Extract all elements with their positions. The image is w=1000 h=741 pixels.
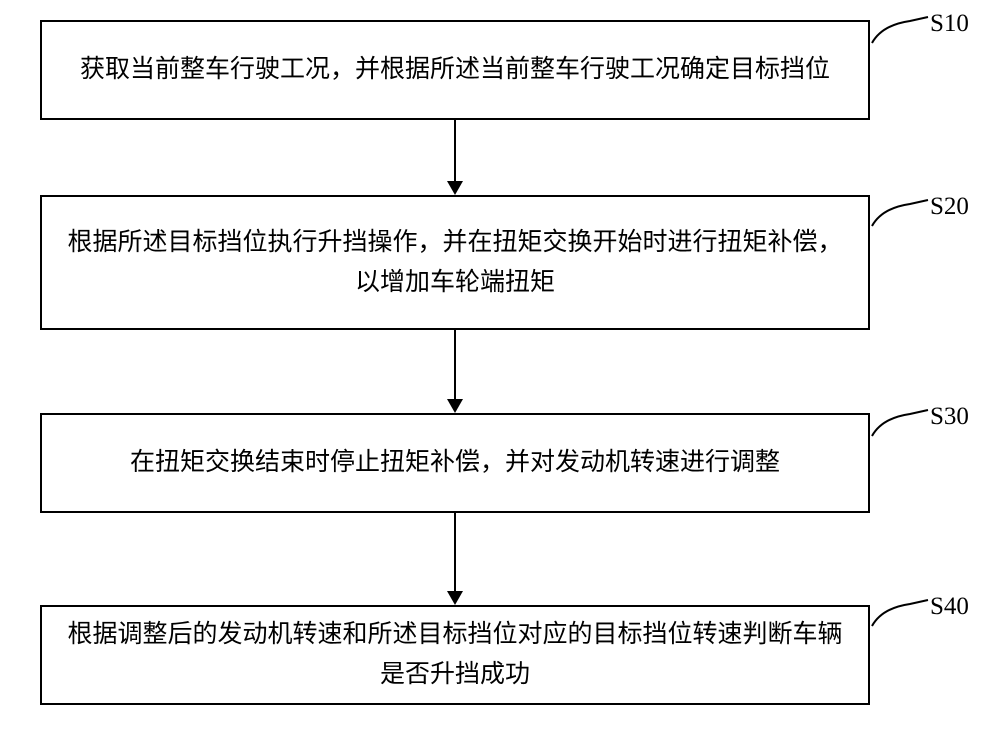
step-label-s30: S30	[930, 403, 969, 431]
arrow-head-2	[447, 399, 463, 413]
step-text-s30: 在扭矩交换结束时停止扭矩补偿，并对发动机转速进行调整	[130, 443, 780, 483]
flowchart-container: 获取当前整车行驶工况，并根据所述当前整车行驶工况确定目标挡位 S10 根据所述目…	[0, 0, 1000, 741]
step-text-s40: 根据调整后的发动机转速和所述目标挡位对应的目标挡位转速判断车辆是否升挡成功	[62, 615, 848, 695]
arrow-line-1	[454, 120, 456, 181]
bracket-s10	[870, 15, 930, 45]
bracket-s40	[870, 598, 930, 628]
step-label-s10: S10	[930, 10, 969, 38]
arrow-head-3	[447, 591, 463, 605]
step-box-s20: 根据所述目标挡位执行升挡操作，并在扭矩交换开始时进行扭矩补偿，以增加车轮端扭矩	[40, 195, 870, 330]
step-text-s20: 根据所述目标挡位执行升挡操作，并在扭矩交换开始时进行扭矩补偿，以增加车轮端扭矩	[62, 223, 848, 303]
step-label-s40: S40	[930, 593, 969, 621]
arrow-head-1	[447, 181, 463, 195]
step-text-s10: 获取当前整车行驶工况，并根据所述当前整车行驶工况确定目标挡位	[80, 50, 830, 90]
bracket-s20	[870, 198, 930, 228]
arrow-line-3	[454, 513, 456, 591]
step-label-s20: S20	[930, 193, 969, 221]
step-box-s40: 根据调整后的发动机转速和所述目标挡位对应的目标挡位转速判断车辆是否升挡成功	[40, 605, 870, 705]
step-box-s30: 在扭矩交换结束时停止扭矩补偿，并对发动机转速进行调整	[40, 413, 870, 513]
bracket-s30	[870, 408, 930, 438]
arrow-line-2	[454, 330, 456, 399]
step-box-s10: 获取当前整车行驶工况，并根据所述当前整车行驶工况确定目标挡位	[40, 20, 870, 120]
